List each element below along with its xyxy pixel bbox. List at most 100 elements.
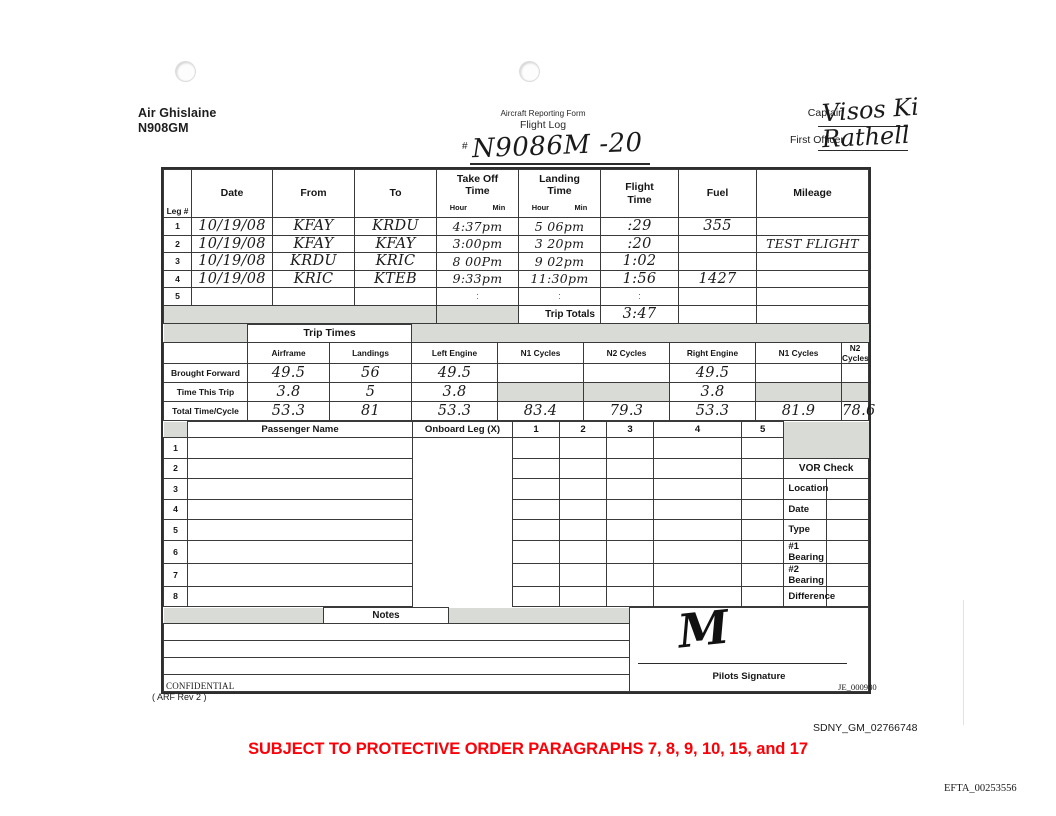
vor-value-location[interactable] bbox=[825, 478, 870, 500]
pax-leg-5[interactable] bbox=[740, 585, 785, 607]
pax-name-field[interactable] bbox=[187, 519, 413, 541]
notes-field[interactable] bbox=[163, 623, 630, 641]
pax-leg-2[interactable] bbox=[559, 539, 607, 564]
list-item: 3 Location bbox=[163, 478, 870, 500]
vor-value-bearing-2[interactable] bbox=[825, 562, 870, 587]
pax-leg-1[interactable] bbox=[512, 478, 560, 500]
pax-leg-3[interactable] bbox=[606, 562, 654, 587]
pax-name-field[interactable] bbox=[187, 585, 413, 607]
notes-field[interactable] bbox=[163, 640, 630, 658]
pax-name-field[interactable] bbox=[187, 457, 413, 479]
pax-leg-2[interactable] bbox=[559, 562, 607, 587]
pax-leg-1[interactable] bbox=[512, 457, 560, 479]
pax-leg-1[interactable] bbox=[512, 539, 560, 564]
pax-name-field[interactable] bbox=[187, 498, 413, 520]
pax-leg-5[interactable] bbox=[740, 539, 785, 564]
leg-date: 10/19/08 bbox=[191, 252, 273, 271]
pilot-signature-box: M Pilots Signature bbox=[629, 599, 869, 692]
tot-n1-right: 81.9 bbox=[755, 401, 843, 421]
pax-leg-2[interactable] bbox=[559, 478, 607, 500]
tt-left-engine: 3.8 bbox=[411, 382, 499, 402]
pax-leg-3[interactable] bbox=[606, 539, 654, 564]
pax-number: 4 bbox=[163, 498, 188, 520]
vor-spacer-top bbox=[783, 421, 869, 438]
pax-name-field[interactable] bbox=[187, 478, 413, 500]
leg-from: KRIC bbox=[272, 269, 355, 288]
pax-leg-1[interactable] bbox=[512, 498, 560, 520]
leg-number: 4 bbox=[163, 269, 192, 288]
pax-leg-4[interactable] bbox=[653, 478, 742, 500]
form-number-underline bbox=[470, 163, 650, 165]
vor-label-bearing-2: #2 Bearing bbox=[783, 562, 827, 587]
table-row: Brought Forward 49.5 56 49.5 49.5 bbox=[163, 363, 869, 383]
pax-number: 8 bbox=[163, 585, 188, 607]
pax-leg-2[interactable] bbox=[559, 585, 607, 607]
pax-leg-1[interactable] bbox=[512, 585, 560, 607]
col-date: Date bbox=[191, 169, 273, 218]
leg-takeoff: : bbox=[436, 287, 519, 306]
captain-underline bbox=[818, 126, 908, 128]
leg-mileage bbox=[756, 287, 869, 306]
sdny-bates-number: SDNY_GM_02766748 bbox=[813, 722, 918, 734]
pax-leg-1[interactable] bbox=[512, 562, 560, 587]
pax-leg-4[interactable] bbox=[653, 457, 742, 479]
col-n1-cycles-right: N1 Cycles bbox=[755, 342, 843, 364]
pax-leg-4[interactable] bbox=[653, 539, 742, 564]
pilot-signature-mark: M bbox=[675, 599, 732, 659]
pax-leg-4[interactable] bbox=[653, 437, 742, 459]
pax-leg-2[interactable] bbox=[559, 437, 607, 459]
pax-leg-3[interactable] bbox=[606, 457, 654, 479]
pax-leg-3[interactable] bbox=[606, 498, 654, 520]
leg-from bbox=[272, 287, 355, 306]
pax-onboard-spacer bbox=[413, 563, 513, 586]
pax-leg-2[interactable] bbox=[559, 498, 607, 520]
pax-leg-4[interactable] bbox=[653, 519, 742, 541]
operator-block: Air Ghislaine N908GM bbox=[138, 106, 216, 136]
pax-leg-1[interactable] bbox=[512, 519, 560, 541]
form-number-hash: # bbox=[462, 141, 468, 152]
table-row: 2 10/19/08 KFAY KFAY 3:00pm 3 20pm :20 T… bbox=[163, 234, 869, 253]
pax-leg-5[interactable] bbox=[740, 562, 785, 587]
table-row: 4 10/19/08 KRIC KTEB 9:33pm 11:30pm 1:56… bbox=[163, 269, 869, 288]
pax-name-field[interactable] bbox=[187, 539, 413, 564]
tt-right-engine: 3.8 bbox=[669, 382, 757, 402]
pax-name-field[interactable] bbox=[187, 437, 413, 459]
pax-onboard-spacer bbox=[413, 458, 513, 479]
pax-leg-5[interactable] bbox=[740, 457, 785, 479]
first-officer-label: First Officer bbox=[789, 134, 844, 146]
trip-times-corner bbox=[163, 342, 248, 364]
col-landing-l2: Time bbox=[547, 185, 572, 198]
notes-field[interactable] bbox=[163, 657, 630, 675]
col-onboard-5: 5 bbox=[740, 421, 785, 438]
pax-leg-3[interactable] bbox=[606, 478, 654, 500]
pax-leg-3[interactable] bbox=[606, 437, 654, 459]
list-item: 5 Type bbox=[163, 519, 870, 541]
trip-totals-row: Trip Totals 3:47 bbox=[163, 304, 869, 324]
bf-right-engine: 49.5 bbox=[669, 363, 757, 383]
leg-landing: 9 02pm bbox=[518, 252, 601, 271]
pax-leg-5[interactable] bbox=[740, 437, 785, 459]
pax-leg-5[interactable] bbox=[740, 498, 785, 520]
pax-leg-4[interactable] bbox=[653, 498, 742, 520]
vor-value-bearing-1[interactable] bbox=[825, 539, 870, 564]
vor-value-type[interactable] bbox=[825, 519, 870, 541]
pax-leg-3[interactable] bbox=[606, 519, 654, 541]
pax-leg-2[interactable] bbox=[559, 519, 607, 541]
pax-leg-4[interactable] bbox=[653, 562, 742, 587]
pax-name-field[interactable] bbox=[187, 562, 413, 587]
pax-number: 7 bbox=[163, 562, 188, 587]
leg-landing: : bbox=[518, 287, 601, 306]
pax-leg-5[interactable] bbox=[740, 478, 785, 500]
leg-takeoff: 3:00pm bbox=[436, 234, 519, 253]
list-item: 1 bbox=[163, 437, 869, 459]
vor-value-difference[interactable] bbox=[825, 585, 870, 607]
leg-mileage bbox=[756, 252, 869, 271]
pax-leg-2[interactable] bbox=[559, 457, 607, 479]
leg-date: 10/19/08 bbox=[191, 217, 273, 236]
leg-to: KRIC bbox=[354, 252, 437, 271]
vor-value-date[interactable] bbox=[825, 498, 870, 520]
pax-leg-3[interactable] bbox=[606, 585, 654, 607]
tot-n2-right: 78.6 bbox=[841, 401, 876, 421]
pax-leg-5[interactable] bbox=[740, 519, 785, 541]
pax-leg-1[interactable] bbox=[512, 437, 560, 459]
